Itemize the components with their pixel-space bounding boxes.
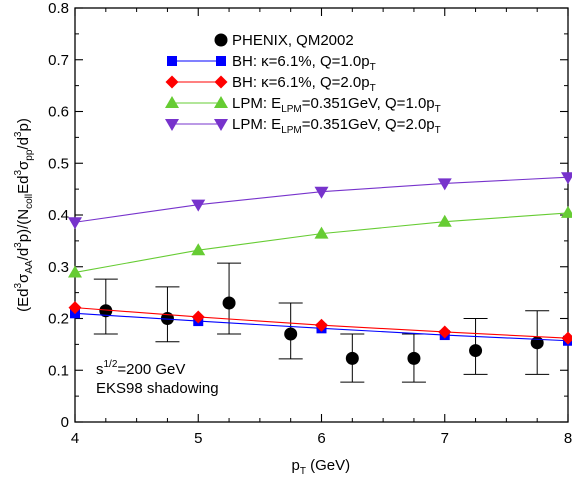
data-point (346, 352, 359, 365)
x-tick-label: 4 (71, 430, 79, 447)
legend-entry: BH: κ=6.1%, Q=1.0pT (167, 53, 376, 73)
y-tick-label: 0.1 (48, 362, 69, 379)
y-tick-label: 0 (61, 414, 69, 431)
y-tick-label: 0.2 (48, 311, 69, 328)
data-point (223, 296, 236, 309)
series-layer (68, 172, 572, 382)
y-axis-title: (Ed3σAA/d3p)/(NcollEd3σpp/d3p) (13, 118, 35, 312)
legend-marker (165, 96, 179, 108)
legend-marker (166, 76, 179, 89)
data-point (68, 217, 82, 229)
series-2 (69, 301, 572, 345)
data-point (407, 352, 420, 365)
series-line (75, 213, 568, 273)
x-tick-label: 8 (564, 430, 572, 447)
axes: 4 5 6 7 8 0 0.1 0.2 0.3 0.4 0.5 0.6 0.7 0.8 pT (GeV) (E… (13, 0, 572, 477)
y-tick-label: 0.6 (48, 104, 69, 121)
legend-marker (214, 119, 228, 131)
legend-entry: BH: κ=6.1%, Q=2.0pT (166, 74, 376, 94)
data-point (561, 206, 572, 218)
annotation: s1/2=200 GeV EKS98 shadowing (96, 359, 219, 397)
legend-label: BH: κ=6.1%, Q=2.0pT (232, 74, 376, 94)
data-point (438, 215, 452, 227)
x-axis-title: pT (GeV) (292, 457, 351, 477)
y-tick-label: 0.5 (48, 155, 69, 172)
plot-frame (75, 8, 568, 422)
annotation-line: s1/2=200 GeV (96, 359, 185, 378)
legend-label: BH: κ=6.1%, Q=1.0pT (232, 53, 376, 73)
y-tick-label: 0.7 (48, 52, 69, 69)
series-4 (68, 172, 572, 229)
y-tick-label: 0.8 (48, 0, 69, 17)
data-point (531, 336, 544, 349)
y-tick-label: 0.3 (48, 259, 69, 276)
series-line (75, 177, 568, 222)
legend-marker (215, 76, 228, 89)
y-axis-title-group: (Ed3σAA/d3p)/(NcollEd3σpp/d3p) (13, 118, 35, 312)
legend-marker (167, 56, 177, 66)
legend-entry: PHENIX, QM2002 (215, 32, 354, 49)
data-point (284, 328, 297, 341)
legend-marker (216, 56, 226, 66)
data-point (438, 178, 452, 190)
legend-entry: LPM: ELPM=0.351GeV, Q=1.0pT (165, 95, 441, 115)
x-tick-label: 7 (441, 430, 449, 447)
x-tick-label: 5 (194, 430, 202, 447)
legend-label: PHENIX, QM2002 (232, 32, 354, 49)
legend-marker (214, 96, 228, 108)
legend-marker (215, 34, 228, 47)
legend-marker (165, 119, 179, 131)
legend-label: LPM: ELPM=0.351GeV, Q=2.0pT (232, 116, 441, 136)
series-3 (68, 206, 572, 278)
legend-label: LPM: ELPM=0.351GeV, Q=1.0pT (232, 95, 441, 115)
x-tick-label: 6 (317, 430, 325, 447)
legend-entry: LPM: ELPM=0.351GeV, Q=2.0pT (165, 116, 441, 136)
data-point (469, 344, 482, 357)
annotation-line: EKS98 shadowing (96, 380, 219, 397)
data-point (561, 172, 572, 184)
y-tick-label: 0.4 (48, 207, 69, 224)
